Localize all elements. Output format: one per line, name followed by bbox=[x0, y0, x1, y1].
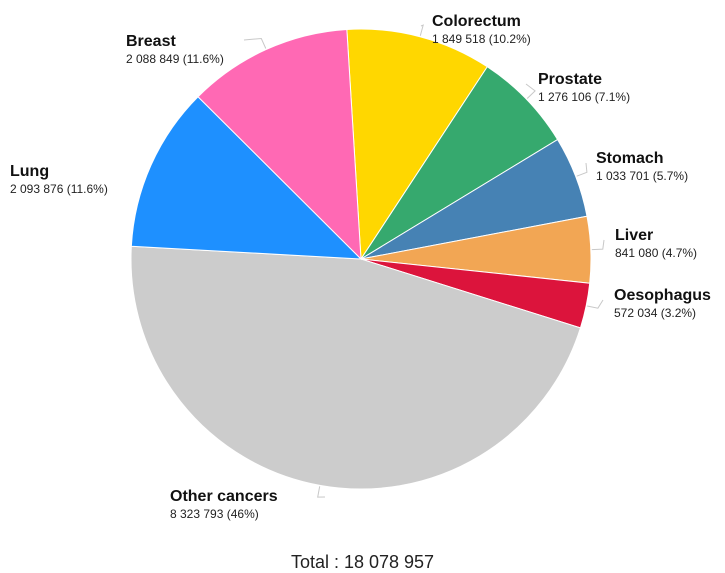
leader-lines bbox=[243, 24, 605, 498]
slice-breast bbox=[197, 28, 362, 261]
slice-value-prostate: 1 276 106 (7.1%) bbox=[538, 90, 630, 104]
leader-line-colorectum bbox=[419, 24, 424, 36]
slice-value-breast: 2 088 849 (11.6%) bbox=[126, 52, 224, 66]
slice-value-lung: 2 093 876 (11.6%) bbox=[10, 182, 108, 196]
pie-slices bbox=[130, 28, 592, 490]
leader-line-oesophagus bbox=[587, 299, 604, 309]
slice-name-oesophagus: Oesophagus bbox=[614, 287, 711, 304]
leader-line-breast bbox=[243, 37, 267, 49]
slice-other-cancers bbox=[130, 245, 582, 490]
leader-line-liver bbox=[591, 239, 605, 251]
slice-value-stomach: 1 033 701 (5.7%) bbox=[596, 169, 688, 183]
slice-value-colorectum: 1 849 518 (10.2%) bbox=[432, 32, 531, 46]
slice-name-lung: Lung bbox=[10, 163, 49, 180]
slice-prostate bbox=[360, 66, 559, 260]
leader-line-other-cancers bbox=[317, 486, 326, 498]
slice-name-stomach: Stomach bbox=[596, 150, 664, 167]
slice-name-prostate: Prostate bbox=[538, 71, 602, 88]
leader-line-stomach bbox=[576, 162, 588, 177]
slice-value-oesophagus: 572 034 (3.2%) bbox=[614, 306, 696, 320]
slice-colorectum bbox=[346, 28, 488, 261]
leader-line-prostate bbox=[525, 83, 536, 99]
slice-name-breast: Breast bbox=[126, 33, 176, 50]
slice-lung bbox=[130, 96, 363, 260]
slice-name-colorectum: Colorectum bbox=[432, 13, 521, 30]
slice-name-liver: Liver bbox=[615, 227, 653, 244]
slice-value-liver: 841 080 (4.7%) bbox=[615, 246, 697, 260]
slice-value-other-cancers: 8 323 793 (46%) bbox=[170, 507, 259, 521]
total-label: Total : 18 078 957 bbox=[290, 552, 435, 572]
slice-labels: Colorectum 1 849 518 (10.2%) Prostate 1 276… bbox=[10, 13, 711, 521]
slice-name-other-cancers: Other cancers bbox=[170, 488, 278, 505]
